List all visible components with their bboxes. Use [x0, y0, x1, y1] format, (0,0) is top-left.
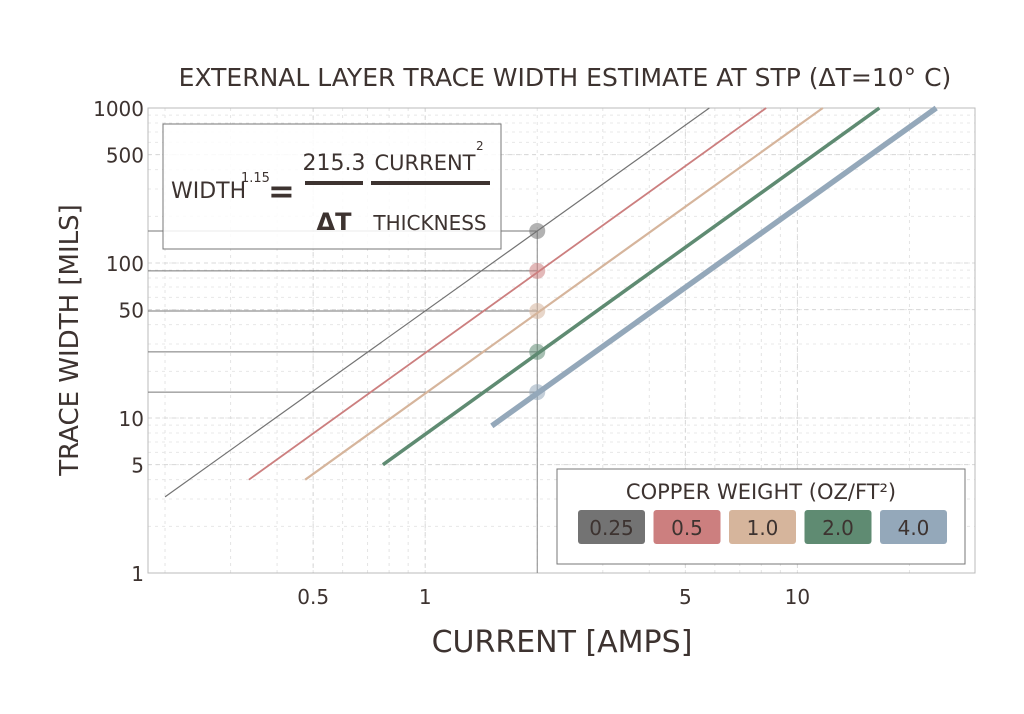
plot-frame: [147, 107, 976, 574]
formula-exponent: 1.15: [241, 171, 270, 186]
series-line-1.0: [304, 107, 824, 481]
series-lines: [164, 105, 938, 498]
formula-equals: =: [268, 172, 295, 210]
y-tick-labels: 1 5 10 50 100 500 1000: [93, 97, 144, 586]
formula-frame: [162, 123, 502, 250]
reference-point-1.0: [529, 303, 546, 320]
legend-swatch-0.5: [653, 510, 721, 544]
legend-swatch-0.25: [578, 510, 645, 544]
fraction-bar-2: [371, 181, 490, 185]
reference-point-0.25: [529, 222, 546, 239]
y-tick-label: 500: [106, 144, 144, 168]
formula-num2: CURRENT: [374, 151, 475, 175]
x-tick-label: 5: [679, 585, 692, 609]
legend-swatch-4.0: [880, 510, 947, 544]
legend-title: COPPER WEIGHT (OZ/FT²): [626, 480, 896, 504]
y-tick-label: 1000: [93, 97, 144, 121]
legend-items: 0.25 0.5 1.0 2.0 4.0: [578, 510, 947, 544]
legend-label-0.25: 0.25: [589, 516, 634, 540]
series-line-2.0: [381, 106, 881, 467]
y-tick-label: 10: [119, 407, 144, 431]
y-tick-label: 100: [106, 252, 144, 276]
x-tick-label: 0.5: [297, 585, 329, 609]
formula-num2-exponent: 2: [476, 139, 484, 153]
legend-label-2.0: 2.0: [822, 516, 854, 540]
reference-point-4.0: [529, 384, 546, 401]
formula-den2: THICKNESS: [372, 211, 486, 235]
legend-label-4.0: 4.0: [898, 516, 930, 540]
legend: COPPER WEIGHT (OZ/FT²) 0.25 0.5 1.0 2.0 4.0: [556, 468, 966, 565]
y-tick-label: 50: [119, 299, 144, 323]
x-tick-label: 1: [419, 585, 432, 609]
x-tick-labels: 0.5 1 5 10: [297, 585, 810, 609]
series-line-0.25: [164, 107, 710, 498]
legend-label-0.5: 0.5: [671, 516, 703, 540]
formula-den1: ΔT: [317, 208, 353, 236]
y-tick-label: 1: [131, 562, 144, 586]
series-line-0.5: [248, 107, 767, 481]
reference-point-2.0: [529, 343, 546, 360]
formula-box: WIDTH 1.15 = 215.3 ΔT CURRENT 2 THICKNES…: [162, 123, 502, 250]
legend-label-1.0: 1.0: [747, 516, 779, 540]
reference-point-0.5: [529, 262, 546, 279]
formula-num1: 215.3: [303, 151, 366, 176]
fraction-bar-1: [305, 181, 363, 185]
legend-swatch-1.0: [729, 510, 796, 544]
y-axis-label: TRACE WIDTH [MILS]: [55, 204, 85, 477]
chart-title: EXTERNAL LAYER TRACE WIDTH ESTIMATE AT S…: [179, 63, 952, 92]
series-line-4.0: [490, 105, 938, 429]
x-tick-label: 10: [785, 585, 810, 609]
legend-swatch-2.0: [804, 510, 872, 544]
formula-lhs: WIDTH: [171, 179, 246, 204]
y-tick-label: 5: [131, 454, 144, 478]
x-axis-label: CURRENT [AMPS]: [432, 625, 693, 660]
